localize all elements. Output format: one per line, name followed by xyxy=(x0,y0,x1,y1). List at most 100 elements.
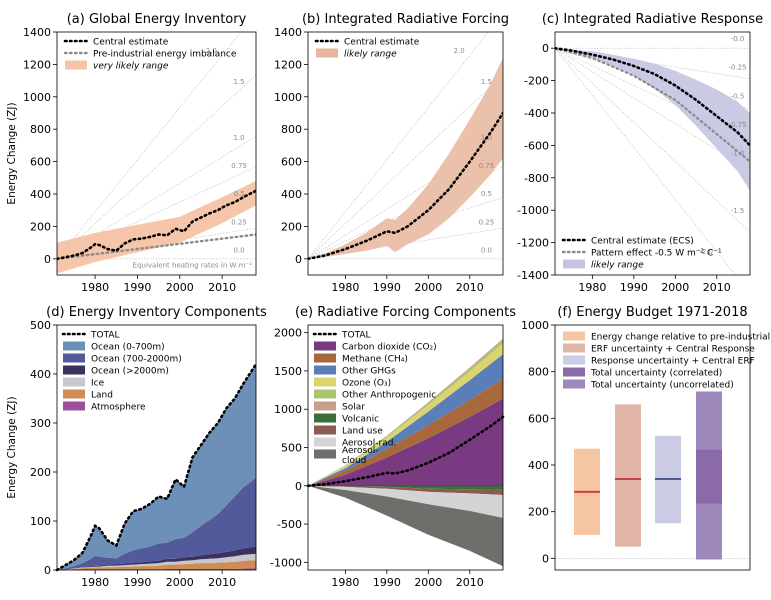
y-tick-label: 2000 xyxy=(274,327,302,340)
legend-swatch xyxy=(314,377,336,387)
y-tick-label: 800 xyxy=(30,123,51,136)
x-tick-label: 1980 xyxy=(578,281,606,294)
y-tick-label: 0 xyxy=(44,564,51,577)
legend-label: Aerosol- xyxy=(342,446,379,456)
x-tick-label: 2000 xyxy=(414,281,442,294)
x-tick-label: 2010 xyxy=(456,281,484,294)
y-tick-label: 0 xyxy=(295,253,302,266)
rate-line xyxy=(555,48,736,275)
panel-title: (d) Energy Inventory Components xyxy=(46,305,267,320)
total-line xyxy=(306,415,505,488)
y-tick-label: -1200 xyxy=(517,237,549,250)
legend-swatch xyxy=(314,365,336,375)
plot-area xyxy=(57,32,256,274)
legend-swatch xyxy=(63,341,85,351)
legend-swatch xyxy=(314,341,336,351)
rate-line-label: -2.0 xyxy=(699,248,713,256)
legend-swatch xyxy=(563,355,585,365)
rate-line-label: 0.0 xyxy=(233,246,244,254)
panel-title: (a) Global Energy Inventory xyxy=(67,12,247,27)
y-tick-label: 200 xyxy=(30,466,51,479)
stacked-area xyxy=(308,485,503,495)
x-tick-label: 2010 xyxy=(456,576,484,589)
legend-swatch xyxy=(563,367,585,377)
y-tick-label: 1000 xyxy=(23,91,51,104)
rate-line-label: -1.0 xyxy=(731,150,745,158)
rate-line xyxy=(308,135,503,260)
rate-line-label: 1.5 xyxy=(233,78,244,86)
y-tick-label: 1200 xyxy=(274,58,302,71)
rate-line-label: 0.75 xyxy=(231,162,247,170)
series-line xyxy=(57,233,256,260)
legend-label: Aerosol-rad. xyxy=(342,439,396,449)
stacked-area xyxy=(308,485,503,518)
x-tick-label: 1980 xyxy=(81,576,109,589)
panel-title: (e) Radiative Forcing Components xyxy=(295,305,516,320)
y-tick-label: 500 xyxy=(30,319,51,332)
x-tick-label: 2010 xyxy=(208,576,236,589)
range-bar xyxy=(615,404,641,547)
x-tick-label: 2010 xyxy=(703,281,731,294)
rate-line-label: 0.0 xyxy=(481,246,492,254)
y-tick-label: 1000 xyxy=(521,319,549,332)
legend-swatch xyxy=(563,379,585,389)
total-line xyxy=(55,362,258,572)
panel-title: (b) Integrated Radiative Forcing xyxy=(302,12,509,27)
legend-label: Atmosphere xyxy=(91,403,146,413)
legend-label: Response uncertainty + Central ERF xyxy=(591,357,755,367)
y-tick-label: 1500 xyxy=(274,365,302,378)
y-tick-label: -1400 xyxy=(517,269,549,282)
plot-area xyxy=(306,338,505,567)
y-tick-label: 800 xyxy=(528,366,549,379)
legend-label: Carbon dioxide (CO₂) xyxy=(342,343,437,353)
legend-label: Volcanic xyxy=(342,415,379,425)
legend-label: Other Anthropogenic xyxy=(342,391,436,401)
y-tick-label: 100 xyxy=(30,515,51,528)
plot-frame xyxy=(554,324,751,571)
legend-label: Central estimate (ECS) xyxy=(591,237,694,247)
y-tick-label: 1000 xyxy=(274,403,302,416)
legend-swatch xyxy=(314,449,336,459)
rate-line-label: 2.0 xyxy=(206,47,217,55)
legend-label: very likely range xyxy=(93,62,169,72)
legend-label: Pattern effect -0.5 W m⁻² C⁻¹ xyxy=(591,249,722,259)
x-tick-label: 2000 xyxy=(166,576,194,589)
y-tick-label: -500 xyxy=(277,518,302,531)
range-band xyxy=(555,48,750,191)
x-tick-label: 2000 xyxy=(166,281,194,294)
legend-label: TOTAL xyxy=(341,331,371,341)
legend-label: ERF uncertainty + Central Response xyxy=(591,345,755,355)
stacked-area xyxy=(57,364,256,570)
legend-swatch xyxy=(63,377,85,387)
plot-frame xyxy=(56,324,257,571)
rate-line xyxy=(57,74,256,260)
legend-label: likely range xyxy=(344,50,397,60)
y-tick-label: 200 xyxy=(281,220,302,233)
y-tick-label: 1000 xyxy=(274,91,302,104)
legend-swatch xyxy=(314,425,336,435)
legend-swatch xyxy=(314,401,336,411)
x-tick-label: 2000 xyxy=(661,281,689,294)
legend-label: Land use xyxy=(342,427,383,437)
x-tick-label: 2010 xyxy=(208,281,236,294)
x-tick-label: 1990 xyxy=(123,576,151,589)
legend-swatch xyxy=(314,389,336,399)
legend-label: Ice xyxy=(91,379,105,389)
stacked-area xyxy=(308,398,503,486)
x-tick-label: 1990 xyxy=(373,576,401,589)
y-tick-label: -800 xyxy=(524,172,549,185)
legend-swatch xyxy=(65,60,87,70)
legend-swatch xyxy=(563,259,585,269)
legend-swatch xyxy=(63,389,85,399)
legend-label: Total uncertainty (uncorrelated) xyxy=(590,381,734,391)
legend-label: likely range xyxy=(591,261,644,271)
y-tick-label: 400 xyxy=(281,188,302,201)
rate-line-label: 0.25 xyxy=(231,218,247,226)
y-axis-label: Energy Change (ZJ) xyxy=(6,102,18,204)
y-tick-label: -400 xyxy=(524,107,549,120)
legend-swatch xyxy=(563,331,585,341)
legend-swatch xyxy=(314,353,336,363)
rate-line-label: 0.5 xyxy=(233,190,244,198)
legend-label: Ozone (O₃) xyxy=(342,379,391,389)
